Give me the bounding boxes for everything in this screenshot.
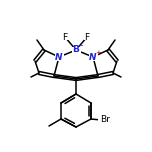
Bar (62, 34, 69, 40)
Text: Br: Br (100, 116, 110, 124)
Text: N: N (55, 52, 63, 62)
Bar (88, 54, 97, 60)
Bar (55, 54, 64, 60)
Text: +: + (95, 50, 101, 56)
Bar (83, 34, 90, 40)
Text: N: N (89, 52, 97, 62)
Text: F: F (62, 33, 67, 41)
Bar (98, 116, 112, 123)
Text: F: F (85, 33, 90, 41)
Text: B: B (73, 45, 79, 55)
Bar (71, 47, 81, 54)
Text: −: − (77, 43, 83, 49)
